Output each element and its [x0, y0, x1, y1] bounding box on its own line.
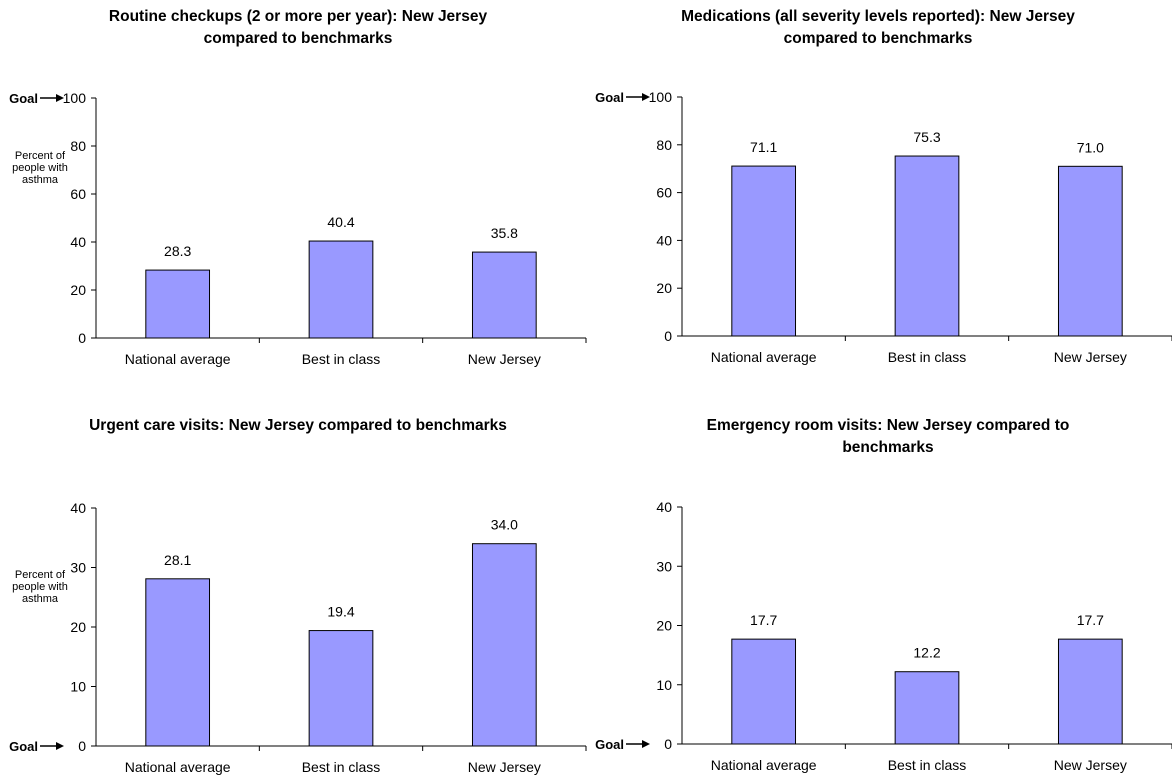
goal-label: Goal [595, 90, 624, 105]
y-tick-label: 40 [70, 234, 86, 250]
x-tick-label: Best in class [888, 349, 967, 365]
y-tick-label: 20 [656, 280, 672, 296]
y-tick-label: 40 [656, 232, 672, 248]
chart-plot: 0 10 20 30 40 28.1 National average 19.4 Best in… [9, 500, 587, 775]
y-tick-label: 40 [70, 500, 86, 516]
bar [731, 638, 797, 745]
goal-label: Goal [9, 739, 38, 754]
x-tick-label: Best in class [302, 759, 381, 775]
chart-plot: 0 10 20 30 40 17.7 National average 12.2 Best in… [595, 499, 1172, 773]
bar [308, 630, 374, 747]
y-tick-label: 10 [70, 679, 86, 695]
y-tick-label: 20 [70, 619, 86, 635]
y-tick-label: 0 [78, 330, 86, 346]
data-label: 71.1 [750, 139, 777, 155]
data-label: 12.2 [913, 645, 940, 661]
y-tick-label: 30 [70, 560, 86, 576]
y-tick-label: 100 [649, 89, 673, 105]
goal-arrow-head [642, 740, 650, 748]
y-tick-label: 80 [656, 137, 672, 153]
x-tick-label: Best in class [888, 757, 967, 773]
bar [145, 578, 211, 747]
bar [308, 240, 374, 339]
chart-title: Emergency room visits: New Jersey compar… [706, 417, 1070, 456]
data-label: 19.4 [327, 604, 354, 620]
x-tick-label: New Jersey [1054, 349, 1127, 365]
chart-routine-checkups: Routine checkups (2 or more per year): N… [0, 0, 587, 389]
goal-label: Goal [595, 737, 624, 752]
y-tick-label: 60 [656, 185, 672, 201]
y-tick-label: 0 [664, 736, 672, 752]
chart-emergency-room: Emergency room visits: New Jersey compar… [586, 389, 1172, 778]
y-axis-label: Percent of people with asthma [12, 150, 68, 186]
chart-title: Routine checkups (2 or more per year): N… [108, 8, 488, 47]
bar [471, 251, 537, 339]
data-label: 35.8 [491, 225, 518, 241]
goal-arrow-head [56, 94, 64, 102]
x-tick-label: National average [711, 349, 817, 365]
data-label: 40.4 [327, 214, 354, 230]
y-tick-label: 60 [70, 186, 86, 202]
bar [471, 543, 537, 747]
y-tick-label: 20 [656, 618, 672, 634]
bar [145, 269, 211, 339]
goal-label: Goal [9, 91, 38, 106]
x-tick-label: New Jersey [468, 759, 541, 775]
goal-arrow-head [56, 742, 64, 750]
y-tick-label: 20 [70, 282, 86, 298]
y-tick-label: 0 [664, 328, 672, 344]
chart-medications: Medications (all severity levels reporte… [586, 0, 1172, 389]
bar [894, 155, 960, 337]
chart-urgent-care: Urgent care visits: New Jersey compared … [0, 389, 587, 778]
x-tick-label: National average [125, 351, 231, 367]
y-axis-label: Percent of people with asthma [12, 569, 68, 605]
chart-title: Urgent care visits: New Jersey compared … [89, 417, 507, 434]
chart-title: Medications (all severity levels reporte… [681, 8, 1075, 47]
y-tick-label: 30 [656, 558, 672, 574]
data-label: 34.0 [491, 517, 518, 533]
data-label: 28.3 [164, 243, 191, 259]
bar [894, 671, 960, 745]
y-tick-label: 0 [78, 738, 86, 754]
x-tick-label: National average [711, 757, 817, 773]
x-tick-label: New Jersey [468, 351, 541, 367]
y-tick-label: 10 [656, 677, 672, 693]
data-label: 17.7 [750, 612, 777, 628]
x-tick-label: Best in class [302, 351, 381, 367]
data-label: 17.7 [1077, 612, 1104, 628]
bar [1057, 165, 1123, 337]
goal-arrow-head [642, 93, 650, 101]
y-tick-label: 40 [656, 499, 672, 515]
chart-plot: 0 20 40 60 80 100 71.1 National average 75.3 Best… [595, 89, 1172, 365]
y-tick-label: 80 [70, 138, 86, 154]
data-label: 28.1 [164, 552, 191, 568]
x-tick-label: New Jersey [1054, 757, 1127, 773]
y-tick-label: 100 [63, 90, 87, 106]
chart-plot: 0 20 40 60 80 100 28.3 National average 40.4 Best… [9, 90, 587, 367]
x-tick-label: National average [125, 759, 231, 775]
bar [1057, 638, 1123, 745]
bar [731, 165, 797, 337]
data-label: 75.3 [913, 129, 940, 145]
data-label: 71.0 [1077, 139, 1104, 155]
